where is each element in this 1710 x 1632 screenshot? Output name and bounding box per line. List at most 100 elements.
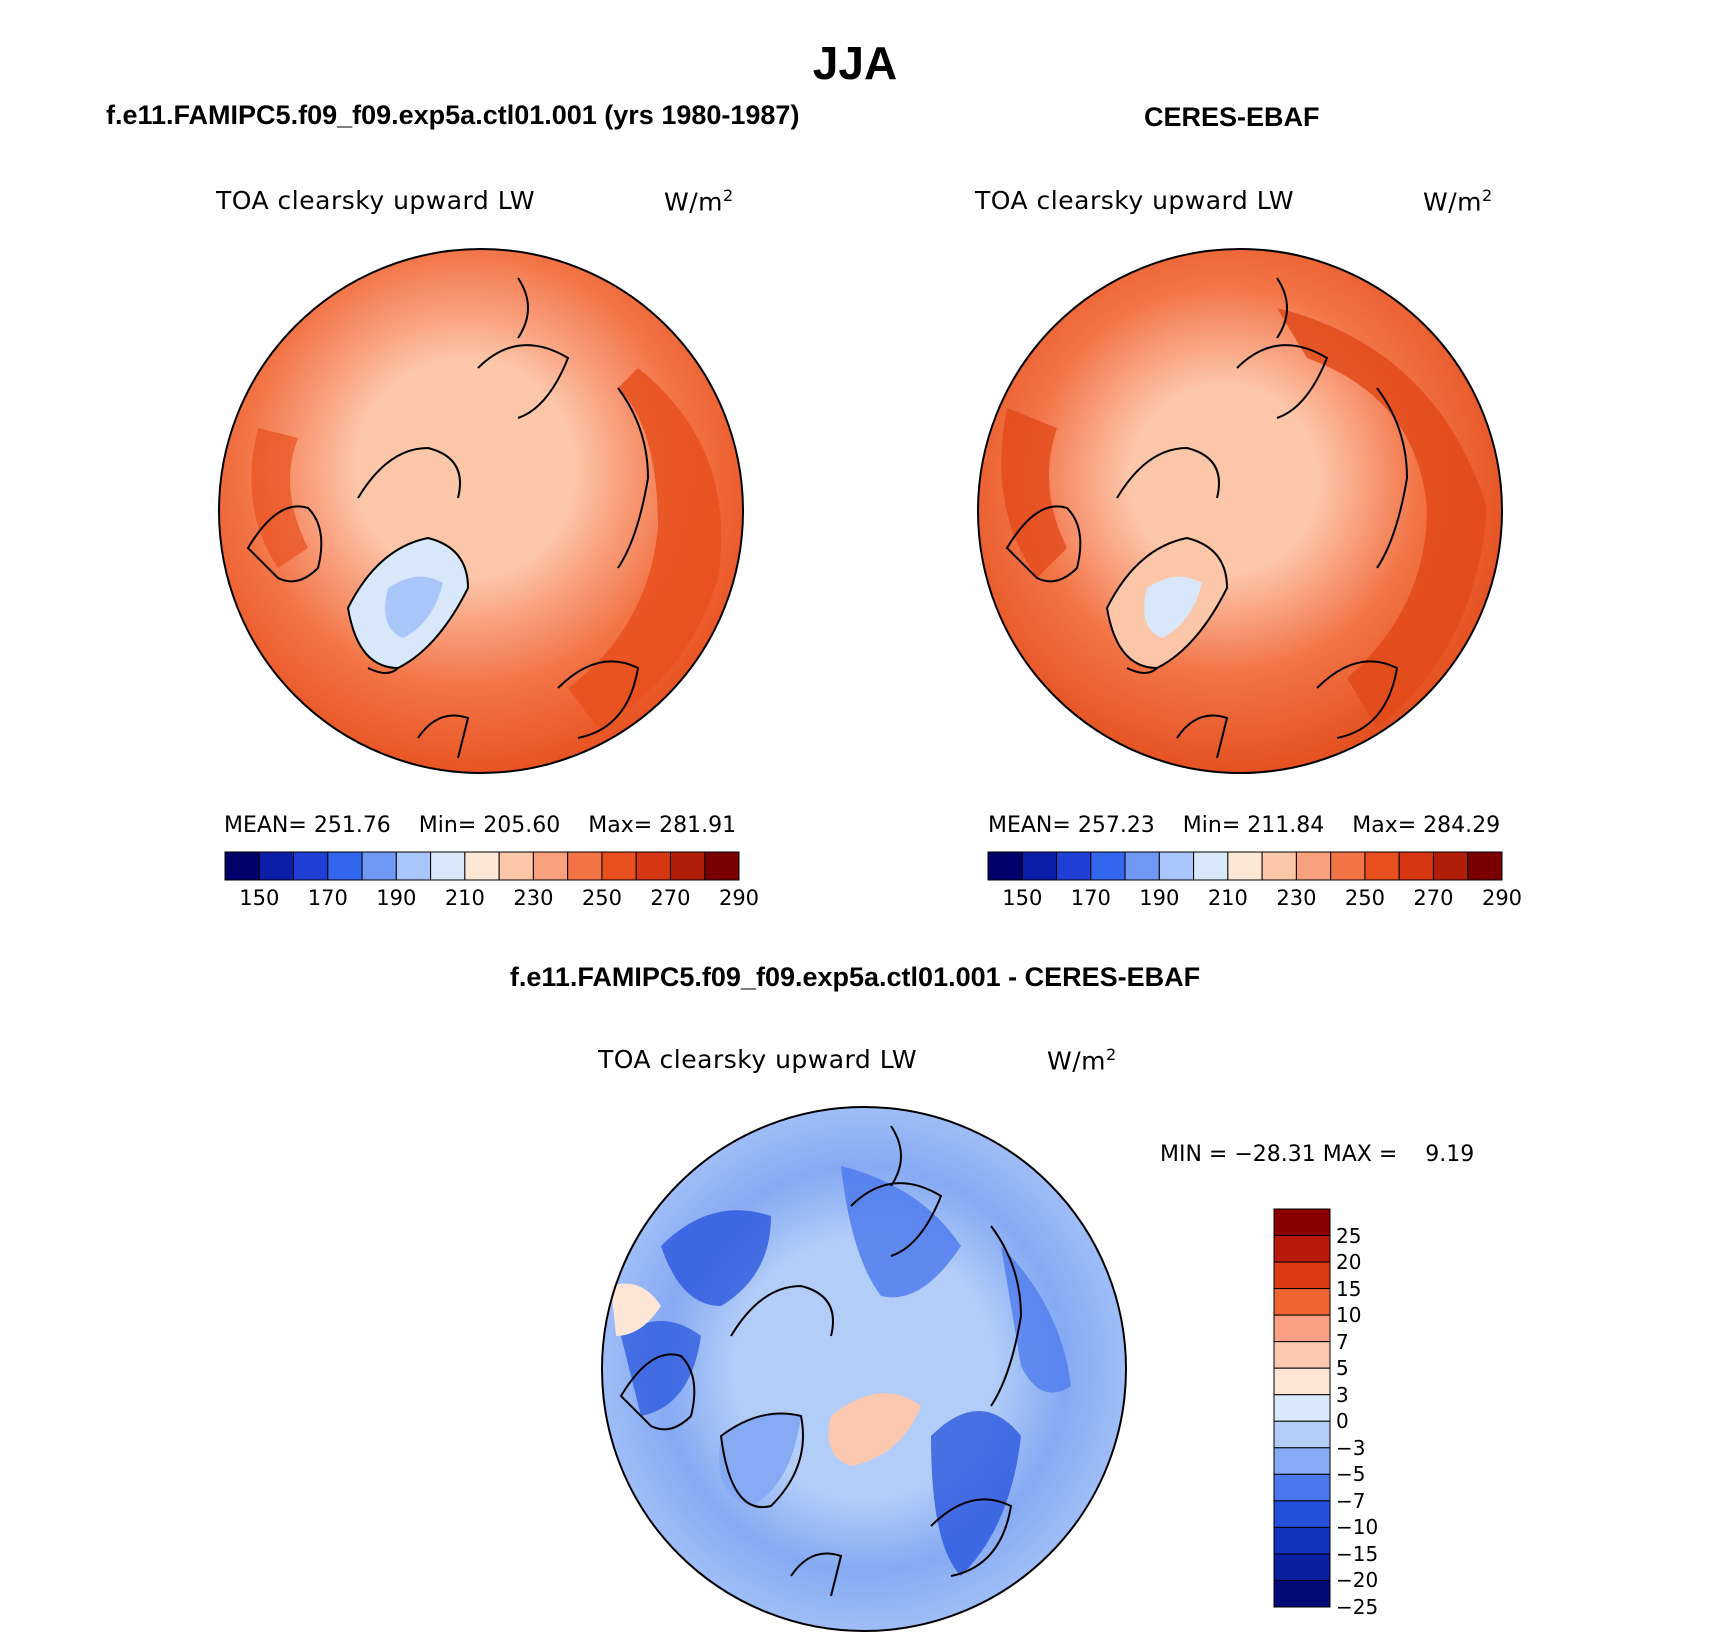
obs-colorbar-swatch bbox=[1193, 851, 1229, 881]
diff-colorbar-tick-label: 10 bbox=[1336, 1303, 1362, 1328]
model-colorbar-tick-label: 270 bbox=[650, 886, 691, 910]
diff-colorbar-tick-label: −15 bbox=[1336, 1541, 1379, 1566]
obs-mean-value: 257.23 bbox=[1077, 813, 1155, 838]
model-map-field bbox=[219, 249, 743, 773]
obs-colorbar-swatch bbox=[1467, 851, 1503, 881]
model-coastlines bbox=[246, 277, 650, 759]
diff-cold-region-europe bbox=[931, 1411, 1021, 1576]
diff-case-title: f.e11.FAMIPC5.f09_f09.exp5a.ctl01.001 - … bbox=[509, 962, 1201, 992]
obs-mean-label: MEAN= bbox=[988, 813, 1071, 838]
diff-colorbar-tick-label: −25 bbox=[1336, 1595, 1379, 1619]
model-mean-value: 251.76 bbox=[313, 813, 391, 838]
model-colorbar-swatch bbox=[601, 851, 637, 881]
diff-colorbar-swatch bbox=[1273, 1235, 1331, 1263]
diff-colorbar-swatch bbox=[1273, 1473, 1331, 1502]
model-colorbar-swatch bbox=[669, 851, 706, 881]
obs-colorbar-swatch bbox=[1261, 851, 1297, 881]
obs-max-label: Max= bbox=[1352, 813, 1417, 838]
model-colorbar-swatch bbox=[532, 851, 569, 881]
diff-colorbar-ticks: 25 20 15 10 7 5 3 0 −3 −5 −7 −10 −15 −20 −25 bbox=[1336, 1209, 1416, 1619]
diff-colorbar-swatch bbox=[1273, 1314, 1331, 1343]
obs-colorbar-swatch bbox=[1364, 851, 1400, 881]
model-stats: MEAN= 251.76 Min= 205.60 Max= 281.91 bbox=[224, 813, 736, 838]
model-mean-label: MEAN= bbox=[224, 813, 307, 838]
model-colorbar-swatch bbox=[395, 851, 432, 881]
diff-colorbar-swatch bbox=[1273, 1420, 1331, 1449]
model-max-value: 281.91 bbox=[659, 813, 737, 838]
diff-colorbar-swatch bbox=[1273, 1447, 1331, 1475]
obs-max-value: 284.29 bbox=[1423, 813, 1501, 838]
obs-colorbar-tick-label: 150 bbox=[1002, 886, 1043, 910]
model-max-label: Max= bbox=[588, 813, 653, 838]
diff-cold-region-east bbox=[1001, 1246, 1071, 1393]
obs-colorbar bbox=[987, 851, 1503, 881]
model-variable-label: TOA clearsky upward LW bbox=[216, 186, 536, 215]
diff-colorbar-swatch bbox=[1273, 1526, 1331, 1555]
obs-colorbar-swatch bbox=[1158, 851, 1195, 881]
model-colorbar-swatch bbox=[258, 851, 295, 881]
model-polar-map bbox=[218, 248, 744, 774]
diff-colorbar-tick-label: −7 bbox=[1336, 1488, 1366, 1513]
diff-polar-map bbox=[601, 1106, 1127, 1632]
diff-cold-region-northwest bbox=[661, 1210, 771, 1306]
diff-units-label: W/m2 bbox=[1047, 1045, 1117, 1076]
obs-min-value: 211.84 bbox=[1247, 813, 1325, 838]
obs-coastlines bbox=[1005, 277, 1409, 759]
diff-colorbar-swatch bbox=[1273, 1500, 1331, 1528]
model-colorbar-swatch bbox=[498, 851, 534, 881]
obs-units-label: W/m2 bbox=[1423, 186, 1493, 217]
obs-colorbar-tick-label: 270 bbox=[1413, 886, 1454, 910]
model-case-title: f.e11.FAMIPC5.f09_f09.exp5a.ctl01.001 (y… bbox=[106, 100, 800, 130]
obs-colorbar-tick-label: 250 bbox=[1344, 886, 1385, 910]
obs-colorbar-swatch bbox=[1398, 851, 1434, 881]
obs-colorbar-swatch bbox=[1056, 851, 1092, 881]
diff-colorbar-swatch bbox=[1273, 1579, 1331, 1608]
obs-colorbar-tick-label: 190 bbox=[1139, 886, 1180, 910]
diff-colorbar-tick-label: 15 bbox=[1336, 1276, 1362, 1301]
obs-map-boundary bbox=[977, 248, 1503, 774]
obs-colorbar-swatch bbox=[1021, 851, 1058, 881]
obs-warm-region bbox=[1277, 308, 1487, 728]
diff-colorbar-tick-label: −3 bbox=[1336, 1435, 1366, 1460]
model-colorbar bbox=[224, 851, 740, 881]
obs-colorbar-swatch bbox=[987, 851, 1023, 881]
obs-colorbar-tick-label: 290 bbox=[1481, 886, 1523, 910]
model-warm-region-west bbox=[251, 428, 308, 568]
model-min-label: Min= bbox=[418, 813, 477, 838]
greenland-core bbox=[385, 576, 443, 638]
diff-colorbar-swatch bbox=[1273, 1394, 1331, 1422]
model-colorbar-swatch bbox=[464, 851, 500, 881]
diff-colorbar-tick-label: 5 bbox=[1336, 1356, 1349, 1381]
model-colorbar-swatch bbox=[567, 851, 603, 881]
obs-colorbar-swatch bbox=[1227, 851, 1263, 881]
obs-colorbar-swatch bbox=[1330, 851, 1366, 881]
diff-colorbar-tick-label: 20 bbox=[1336, 1250, 1362, 1275]
model-colorbar-swatch bbox=[430, 851, 466, 881]
model-colorbar-tick-label: 170 bbox=[307, 886, 348, 910]
model-map-boundary bbox=[218, 248, 744, 774]
obs-stats: MEAN= 257.23 Min= 211.84 Max= 284.29 bbox=[988, 813, 1500, 838]
diff-cold-region-north bbox=[841, 1166, 961, 1298]
diff-colorbar-tick-label: 25 bbox=[1336, 1223, 1362, 1248]
model-colorbar-ticks: 150 170 190 210 230 250 270 290 bbox=[225, 886, 759, 914]
diff-colorbar-tick-label: −5 bbox=[1336, 1462, 1366, 1487]
obs-polar-map bbox=[977, 248, 1503, 774]
obs-map-field bbox=[978, 249, 1502, 773]
diff-coastlines bbox=[619, 1125, 1023, 1597]
obs-warm-region-west bbox=[1001, 408, 1067, 578]
diff-colorbar-tick-label: −20 bbox=[1336, 1568, 1379, 1593]
model-colorbar-swatch bbox=[224, 851, 260, 881]
model-colorbar-tick-label: 190 bbox=[376, 886, 417, 910]
obs-min-label: Min= bbox=[1182, 813, 1241, 838]
model-colorbar-tick-label: 230 bbox=[513, 886, 554, 910]
obs-colorbar-tick-label: 210 bbox=[1207, 886, 1248, 910]
diff-colorbar-swatch bbox=[1273, 1367, 1331, 1396]
diff-colorbar-tick-label: 3 bbox=[1336, 1382, 1349, 1407]
model-warm-region bbox=[568, 368, 722, 728]
diff-greenland-region bbox=[719, 1413, 801, 1506]
diff-colorbar bbox=[1273, 1208, 1331, 1608]
model-colorbar-tick-label: 290 bbox=[718, 886, 760, 910]
obs-colorbar-tick-label: 170 bbox=[1070, 886, 1111, 910]
diff-variable-label: TOA clearsky upward LW bbox=[598, 1045, 918, 1074]
diff-colorbar-tick-label: 7 bbox=[1336, 1329, 1349, 1354]
